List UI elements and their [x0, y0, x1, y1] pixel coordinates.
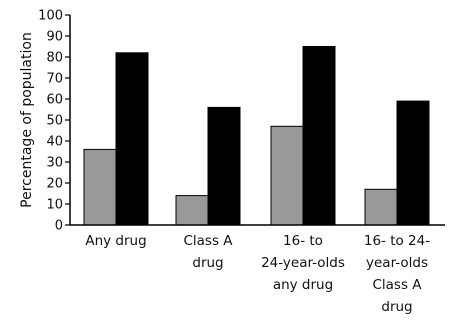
y-tick-label-90: 90 — [46, 30, 63, 45]
bar-series-2-2 — [207, 106, 241, 226]
bar-series-1-1 — [83, 148, 117, 226]
category-label-line: any drug — [273, 277, 333, 293]
category-label-line: Class A — [372, 277, 422, 293]
category-label-line: 16- to — [283, 233, 323, 249]
y-tick-label-0: 0 — [55, 219, 63, 234]
category-label-1: Any drug — [85, 233, 146, 249]
category-label-line: 16- to 24- — [364, 233, 430, 249]
bar-series-1-4 — [364, 188, 398, 226]
bar-series-1-3 — [270, 125, 304, 226]
y-tick-label-60: 60 — [46, 93, 63, 108]
y-axis-title: Percentage of population — [19, 32, 35, 208]
category-label-line: 24-year-olds — [261, 255, 345, 271]
y-tick-label-10: 10 — [46, 198, 63, 213]
axes-group — [65, 14, 445, 226]
bars-group — [83, 46, 430, 226]
bar-series-1-2 — [175, 195, 209, 226]
category-label-2: Class A drug — [183, 233, 233, 271]
y-tick-label-70: 70 — [46, 72, 63, 87]
category-label-line: Class A — [183, 233, 233, 249]
y-tick-label-100: 100 — [38, 9, 63, 24]
category-label-line: drug — [192, 255, 223, 271]
category-label-4: 16- to 24- year-olds Class A drug — [364, 233, 430, 315]
bar-series-2-3 — [302, 46, 336, 226]
y-tick-label-80: 80 — [46, 51, 63, 66]
y-tick-label-20: 20 — [46, 177, 63, 192]
bar-series-2-1 — [115, 52, 149, 226]
bar-series-2-4 — [396, 100, 430, 226]
y-tick-label-50: 50 — [46, 114, 63, 129]
category-label-line: Any drug — [85, 233, 146, 249]
category-label-line: drug — [381, 299, 412, 315]
category-label-line: year-olds — [366, 255, 428, 271]
y-tick-label-40: 40 — [46, 135, 63, 150]
y-tick-label-30: 30 — [46, 156, 63, 171]
category-label-3: 16- to 24-year-olds any drug — [261, 233, 345, 293]
